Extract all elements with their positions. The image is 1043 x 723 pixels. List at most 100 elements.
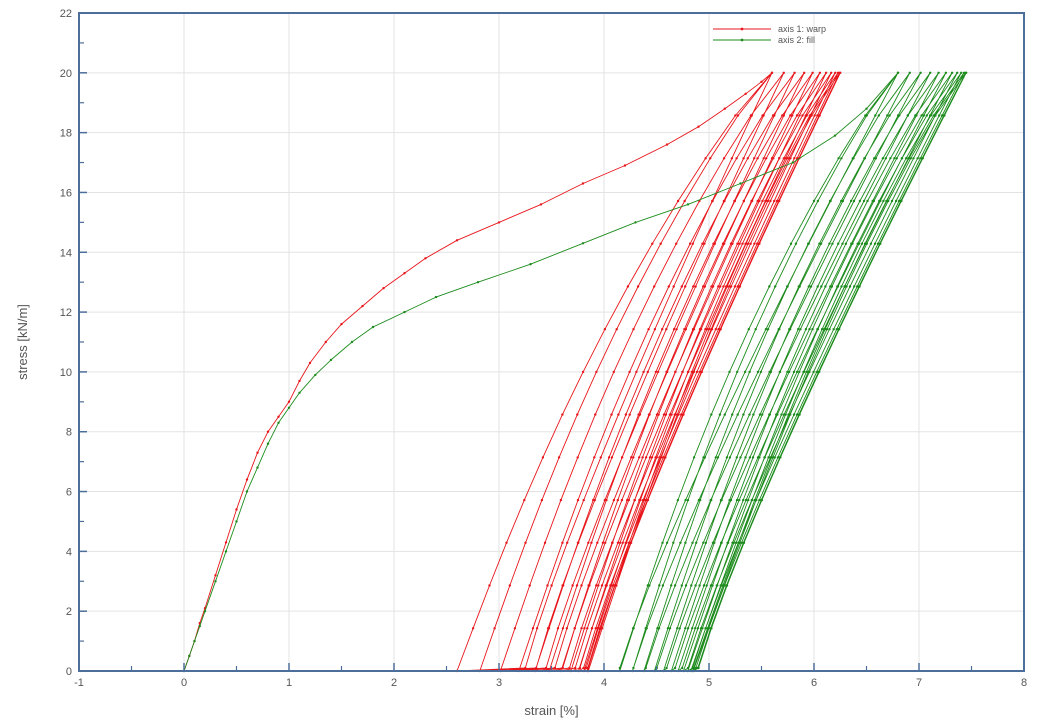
data-point [620, 456, 624, 459]
data-point [837, 242, 840, 245]
data-point [726, 541, 729, 544]
data-point [620, 498, 624, 502]
data-point [889, 157, 892, 160]
data-point [725, 584, 729, 587]
plot-border [78, 12, 1025, 672]
data-point [721, 242, 725, 245]
x-tick-label: 8 [1021, 677, 1027, 689]
data-point [749, 242, 752, 245]
data-point [741, 242, 744, 245]
data-point [798, 114, 801, 117]
data-point [529, 263, 532, 266]
data-point [849, 199, 853, 203]
data-point [594, 627, 597, 630]
data-point [595, 584, 598, 587]
data-point [816, 199, 820, 203]
data-point [761, 114, 764, 117]
data-point [904, 157, 908, 160]
data-point [676, 199, 680, 203]
data-point [630, 456, 633, 459]
data-point [747, 328, 750, 331]
data-point [587, 541, 590, 544]
y-tick-label: 10 [60, 367, 72, 379]
data-point [841, 199, 845, 203]
data-point [772, 157, 775, 160]
data-point [561, 413, 564, 416]
data-point [601, 627, 604, 630]
data-point [635, 370, 638, 374]
data-point [770, 71, 774, 75]
data-point [932, 114, 935, 117]
data-point [692, 285, 695, 288]
data-point [711, 199, 714, 203]
data-point [603, 328, 607, 331]
data-point [601, 541, 605, 544]
data-point [876, 242, 880, 245]
data-point [960, 71, 963, 75]
data-point [581, 182, 585, 185]
data-point [665, 143, 669, 146]
data-point [807, 370, 810, 374]
data-point [716, 456, 720, 459]
data-point [791, 161, 795, 164]
data-point [691, 541, 694, 544]
data-point [934, 114, 937, 117]
data-point [266, 442, 270, 445]
data-point [188, 654, 191, 658]
data-point [644, 498, 648, 502]
data-point [543, 541, 547, 544]
data-point [921, 157, 924, 160]
y-tick-label: 14 [60, 247, 72, 259]
data-point [733, 285, 737, 288]
data-point [916, 157, 919, 160]
data-point [761, 413, 764, 416]
data-point [815, 370, 818, 374]
y-tick-label: 18 [60, 128, 72, 140]
data-point [672, 541, 675, 544]
data-point [816, 285, 819, 288]
data-point [795, 370, 799, 374]
data-point [811, 328, 814, 331]
data-point [580, 584, 583, 587]
data-point [748, 370, 751, 374]
data-point [736, 370, 739, 374]
plot-frame [78, 12, 1025, 672]
data-point [561, 627, 565, 630]
data-point [648, 584, 651, 587]
data-point [824, 71, 828, 75]
data-point [582, 666, 585, 670]
data-point [900, 199, 903, 203]
data-point [214, 574, 217, 577]
data-point [782, 157, 785, 160]
data-point [531, 627, 535, 630]
data-point [808, 114, 811, 117]
data-point [692, 370, 696, 374]
data-point [245, 478, 249, 481]
data-point [686, 498, 690, 502]
data-point [766, 199, 770, 203]
data-point [837, 157, 840, 160]
data-point [816, 114, 819, 117]
data-point [672, 328, 676, 331]
data-point [756, 370, 760, 374]
data-point [775, 413, 778, 416]
data-point [704, 157, 707, 160]
data-point [497, 221, 501, 224]
data-point [528, 584, 531, 587]
data-point [565, 627, 569, 630]
data-point [580, 627, 583, 630]
x-tick-label: -1 [74, 677, 84, 689]
data-point [840, 199, 843, 203]
data-point [882, 199, 885, 203]
data-point [634, 221, 637, 224]
x-tick-label: 6 [811, 677, 817, 689]
data-point [808, 328, 811, 331]
data-point [694, 627, 697, 630]
data-point [324, 340, 327, 344]
data-point [505, 541, 508, 544]
data-point [908, 71, 911, 75]
data-point [866, 199, 869, 203]
data-point [670, 584, 673, 587]
data-point [710, 413, 713, 416]
